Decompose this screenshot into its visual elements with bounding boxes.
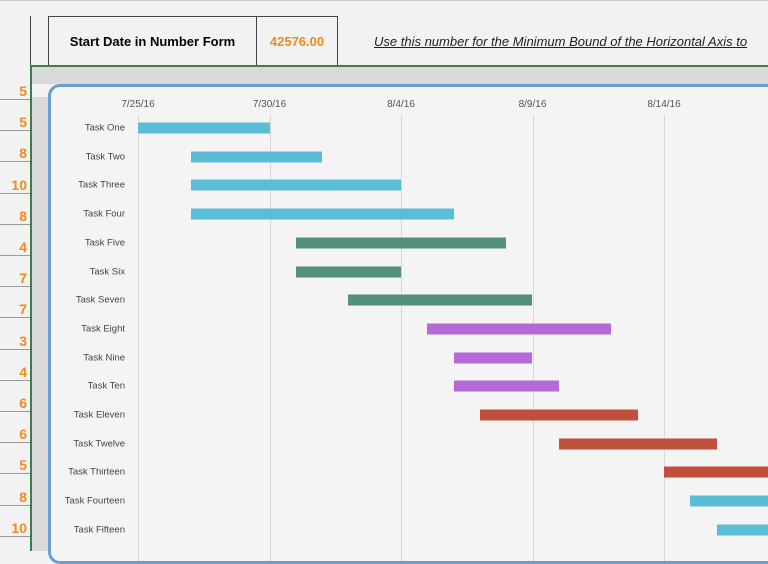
task-label: Task Eleven [73,409,125,421]
task-label: Task Eight [81,323,125,335]
task-label: Task Five [84,237,125,249]
start-date-label-cell[interactable]: Start Date in Number Form [48,16,257,66]
x-tick-label: 8/14/16 [647,99,681,110]
duration-cell[interactable]: 8 [0,131,30,163]
x-tick-label: 7/25/16 [121,99,155,110]
task-label: Task Six [89,266,125,277]
task-bar[interactable] [558,438,717,450]
duration-cell[interactable]: 10 [0,506,30,537]
task-label: Task One [84,122,125,134]
selection-border-top [30,65,768,67]
top-border [0,0,768,1]
gridline [664,115,665,561]
task-label: Task Four [83,208,125,220]
task-bar[interactable] [295,266,401,277]
gray-band-left [32,97,48,551]
duration-cell[interactable]: 5 [0,443,30,475]
x-tick-label: 7/30/16 [252,99,287,110]
task-label: Task Ten [87,380,125,392]
duration-cell[interactable]: 8 [0,194,30,225]
axis-instruction-note: Use this number for the Minimum Bound of… [374,34,748,49]
start-date-label: Start Date in Number Form [69,33,236,49]
x-tick-label: 8/9/16 [518,99,547,110]
start-date-value: 42576.00 [269,33,325,49]
x-tick-label: 8/4/16 [387,99,415,110]
task-label: Task Nine [83,352,125,364]
task-bar[interactable] [427,323,612,335]
task-label: Task Seven [75,294,125,306]
duration-cell[interactable]: 6 [0,412,30,444]
task-bar[interactable] [348,294,533,306]
task-label: Task Fifteen [73,524,125,536]
gridline [401,115,402,561]
task-bar[interactable] [479,409,638,421]
task-bar[interactable] [295,237,507,249]
duration-cell[interactable]: 4 [0,350,30,381]
duration-cell[interactable]: 10 [0,163,30,194]
task-bar[interactable] [453,352,533,364]
duration-cell[interactable]: 8 [0,475,30,506]
task-bar[interactable] [690,495,768,507]
start-date-value-cell[interactable]: 42576.00 [256,16,338,66]
task-bar[interactable] [190,151,323,163]
duration-cell[interactable]: 6 [0,381,30,412]
gridline [269,115,271,561]
task-bar[interactable] [190,179,401,191]
gridline [532,115,534,561]
task-label: Task Thirteen [68,466,125,478]
duration-cell[interactable]: 5 [0,100,30,132]
duration-cell[interactable]: 3 [0,319,30,350]
task-bar[interactable] [190,208,454,220]
gridline [138,115,139,561]
task-bar[interactable] [716,524,768,536]
task-bar[interactable] [453,380,559,392]
task-bar[interactable] [138,122,270,134]
column-divider [30,16,31,66]
gantt-chart[interactable]: 7/25/16 7/30/16 8/4/16 8/9/16 8/14/16 Task On… [48,84,768,564]
task-label: Task Twelve [73,438,125,450]
duration-cell[interactable]: 4 [0,225,30,256]
selection-border-left [30,65,32,551]
task-bar[interactable] [664,466,768,478]
task-label: Task Fourteen [64,495,125,507]
duration-cell[interactable]: 7 [0,287,30,319]
gray-band [32,67,768,84]
duration-cell[interactable]: 5 [0,69,30,100]
task-label: Task Three [78,179,125,191]
task-label: Task Two [85,151,125,163]
duration-cell[interactable]: 7 [0,256,30,288]
